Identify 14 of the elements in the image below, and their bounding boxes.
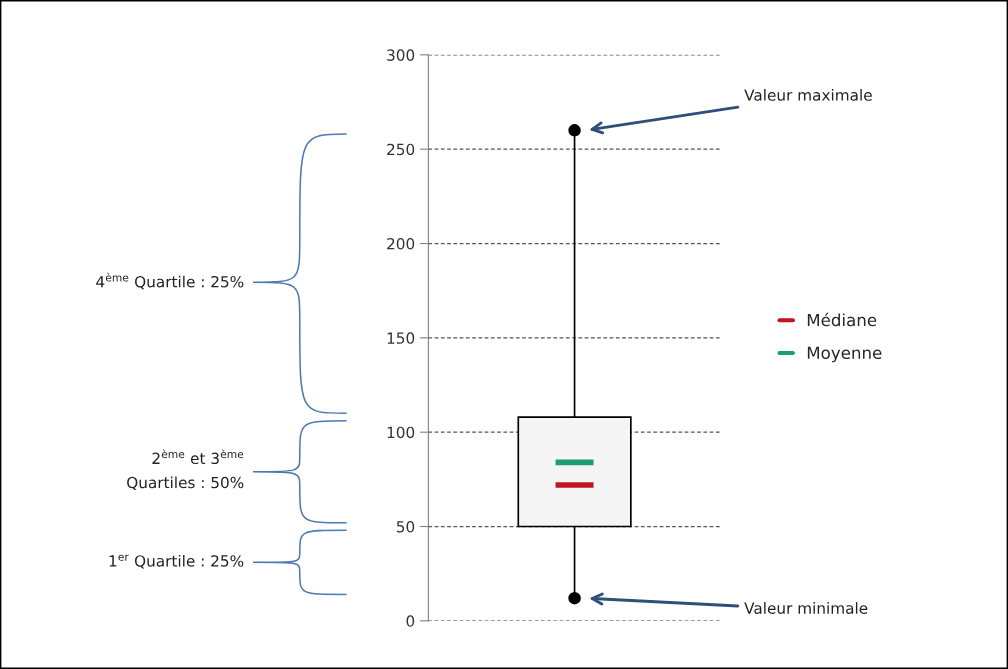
legend-label: Moyenne xyxy=(807,346,882,363)
y-tick-label: 50 xyxy=(396,520,415,533)
y-tick-label: 150 xyxy=(387,332,415,344)
text: 4$^{ème}$ Quartile : 25% xyxy=(96,272,244,290)
y-tick-label: 100 xyxy=(387,426,415,439)
text: Valeur minimale xyxy=(744,602,868,614)
y-tick-label: 300 xyxy=(387,49,415,61)
legend-label: Médiane xyxy=(807,312,877,327)
y-tick-label: 200 xyxy=(387,237,415,250)
text: Valeur maximale xyxy=(744,88,872,101)
text: 2$^{ème}$ et 3$^{ème}$ Quartiles : 50% xyxy=(127,449,244,491)
y-tick-label: 250 xyxy=(387,143,415,156)
text: 1$^{er}$ Quartile : 25% xyxy=(109,554,244,569)
y-tick-label: 0 xyxy=(406,615,415,627)
